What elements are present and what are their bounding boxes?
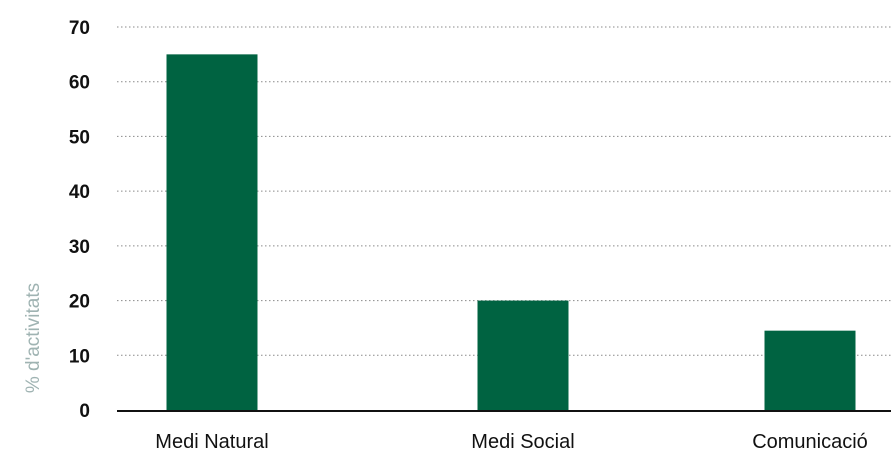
y-tick-label-70: 70 <box>69 18 90 39</box>
x-category-label-medi-natural: Medi Natural <box>155 431 268 453</box>
x-category-labels: Medi Natural Medi Social Comunicació <box>155 431 868 453</box>
y-tick-label-60: 60 <box>69 73 90 94</box>
x-category-label-comunicaci-: Comunicació <box>752 431 868 453</box>
bars <box>166 54 856 410</box>
y-tick-label-10: 10 <box>69 346 90 367</box>
y-tick-label-0: 0 <box>79 401 90 422</box>
y-tick-label-50: 50 <box>69 127 90 148</box>
x-category-label-medi-social: Medi Social <box>471 431 574 453</box>
y-axis-label: % d'activitats <box>23 283 44 393</box>
bar-comunicaci- <box>764 330 856 410</box>
y-tick-label-30: 30 <box>69 237 90 258</box>
y-tick-label-40: 40 <box>69 182 90 203</box>
y-tick-labels: 0 10 20 30 40 50 60 70 <box>69 18 90 422</box>
bar-medi-natural <box>166 54 258 410</box>
y-tick-label-20: 20 <box>69 292 90 313</box>
bar-medi-social <box>477 300 569 410</box>
